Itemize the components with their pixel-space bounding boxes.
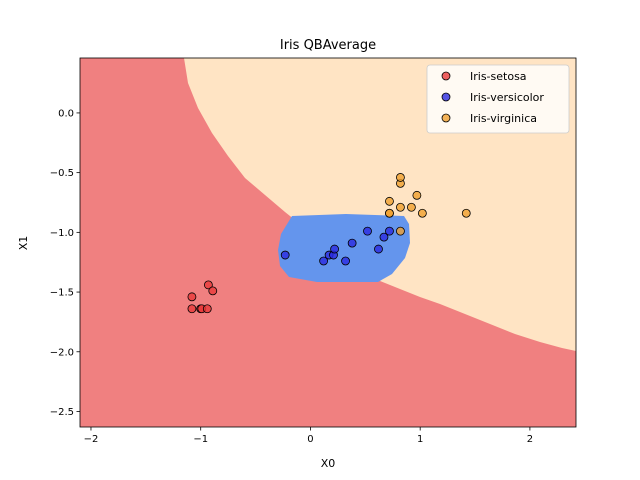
x-axis: −2 −1 0 1 2 [84, 427, 533, 445]
legend-marker-iris-versicolor [441, 92, 451, 102]
x-tick-label: −1 [193, 434, 208, 445]
y-tick-label: −2.5 [50, 407, 74, 418]
y-axis: 0.0 −0.5 −1.0 −1.5 −2.0 −2.5 [50, 108, 80, 418]
point-iris-versicolor-5 [341, 256, 350, 266]
point-iris-setosa-6 [208, 286, 218, 296]
point-iris-versicolor-1 [319, 256, 329, 266]
point-iris-virginica-9 [417, 208, 427, 218]
legend-label-iris-versicolor: Iris-versicolor [470, 91, 544, 104]
point-iris-versicolor-8 [374, 244, 383, 254]
y-axis-label: X1 [17, 236, 30, 251]
point-iris-virginica-6 [396, 173, 405, 182]
region-iris-versicolor [278, 214, 410, 282]
point-iris-virginica-3 [396, 226, 405, 236]
chart-title: Iris QBAverage [280, 38, 376, 53]
y-tick-label: −1.5 [50, 288, 74, 299]
point-iris-setosa-0 [187, 292, 197, 302]
point-iris-setosa-5 [203, 280, 213, 290]
point-iris-virginica-7 [406, 202, 416, 212]
y-tick-label: −1.0 [50, 228, 74, 239]
point-iris-versicolor-7 [363, 226, 372, 236]
point-iris-versicolor-4 [330, 244, 339, 254]
point-iris-versicolor-10 [385, 226, 394, 236]
y-tick-label: 0.0 [58, 108, 74, 119]
legend-label-iris-setosa: Iris-setosa [470, 70, 527, 83]
legend: Iris-setosa Iris-versicolor Iris-virginica [426, 64, 570, 134]
legend-marker-iris-virginica [441, 113, 451, 123]
point-iris-setosa-4 [202, 304, 212, 314]
data-points [187, 173, 471, 314]
point-iris-virginica-10 [461, 208, 471, 218]
legend-marker-iris-setosa [441, 71, 451, 81]
x-tick-label: 2 [527, 434, 533, 445]
point-iris-virginica-4 [396, 202, 405, 212]
y-tick-label: −2.0 [50, 347, 74, 358]
point-iris-virginica-2 [385, 208, 394, 218]
legend-box [426, 64, 570, 134]
point-iris-versicolor-6 [347, 238, 357, 248]
point-iris-virginica-8 [412, 190, 422, 200]
point-iris-versicolor-0 [280, 250, 290, 260]
point-iris-virginica-0 [385, 196, 394, 206]
point-iris-setosa-1 [187, 304, 197, 314]
legend-label-iris-virginica: Iris-virginica [470, 112, 537, 125]
y-tick-label: −0.5 [50, 168, 74, 179]
x-tick-label: 1 [417, 434, 423, 445]
x-tick-label: 0 [307, 434, 313, 445]
x-tick-label: −2 [84, 434, 99, 445]
x-axis-label: X0 [321, 457, 336, 470]
plot-frame [79, 57, 577, 428]
point-iris-versicolor-9 [379, 232, 389, 242]
